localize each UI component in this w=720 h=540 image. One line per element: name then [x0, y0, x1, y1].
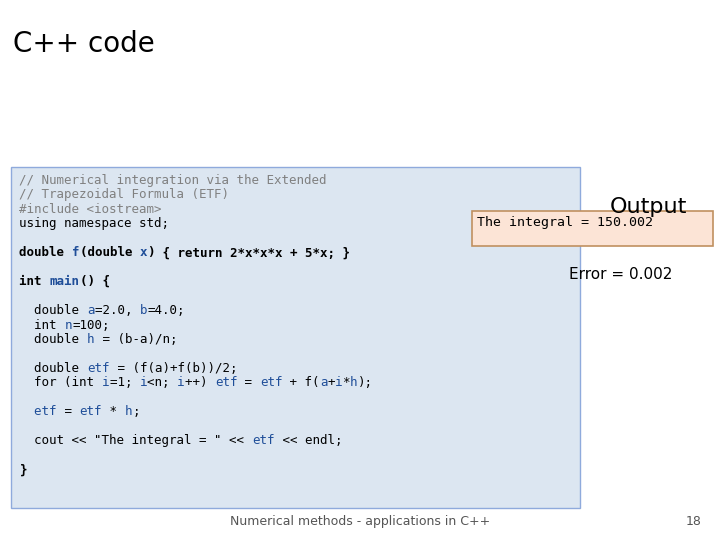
Text: =2.0,: =2.0,	[94, 304, 140, 317]
Text: i: i	[140, 376, 147, 389]
Text: Output: Output	[609, 197, 687, 217]
Text: etf: etf	[260, 376, 282, 389]
Text: double: double	[19, 362, 87, 375]
Text: Numerical methods - applications in C++: Numerical methods - applications in C++	[230, 515, 490, 528]
FancyBboxPatch shape	[472, 211, 713, 246]
Text: etf: etf	[252, 434, 275, 447]
Text: int: int	[19, 275, 50, 288]
Text: ;: ;	[132, 406, 140, 419]
Text: =: =	[57, 406, 79, 419]
Text: *: *	[102, 406, 125, 419]
Text: h: h	[125, 406, 132, 419]
Text: h: h	[87, 333, 94, 346]
Text: { return 2*x*x*x + 5*x; }: { return 2*x*x*x + 5*x; }	[155, 246, 350, 259]
Text: etf: etf	[87, 362, 109, 375]
Text: + f(: + f(	[282, 376, 320, 389]
Text: = (f(a)+f(b))/2;: = (f(a)+f(b))/2;	[109, 362, 237, 375]
Text: ): )	[147, 246, 155, 259]
FancyBboxPatch shape	[11, 167, 580, 508]
Text: x: x	[140, 246, 147, 259]
Text: );: );	[358, 376, 372, 389]
Text: *: *	[343, 376, 350, 389]
Text: double: double	[19, 304, 87, 317]
Text: <n;: <n;	[147, 376, 177, 389]
Text: double: double	[19, 333, 87, 346]
Text: i: i	[102, 376, 109, 389]
Text: a: a	[87, 304, 94, 317]
Text: =100;: =100;	[72, 319, 109, 332]
Text: double: double	[19, 246, 72, 259]
Text: for (int: for (int	[19, 376, 102, 389]
Text: main: main	[50, 275, 79, 288]
Text: etf: etf	[19, 406, 57, 419]
Text: (double: (double	[79, 246, 140, 259]
Text: // Numerical integration via the Extended: // Numerical integration via the Extende…	[19, 174, 327, 187]
Text: etf: etf	[79, 406, 102, 419]
Text: 18: 18	[686, 515, 702, 528]
Text: cout << "The integral = " <<: cout << "The integral = " <<	[19, 434, 252, 447]
Text: () {: () {	[79, 275, 109, 288]
Text: +: +	[328, 376, 335, 389]
Text: n: n	[65, 319, 72, 332]
Text: The integral = 150.002: The integral = 150.002	[477, 216, 653, 229]
Text: // Trapezoidal Formula (ETF): // Trapezoidal Formula (ETF)	[19, 188, 230, 201]
Text: }: }	[19, 463, 27, 476]
Text: =4.0;: =4.0;	[147, 304, 184, 317]
Text: Error = 0.002: Error = 0.002	[569, 267, 672, 282]
Text: h: h	[350, 376, 358, 389]
Text: b: b	[140, 304, 147, 317]
Text: = (b-a)/n;: = (b-a)/n;	[94, 333, 177, 346]
Text: C++ code: C++ code	[13, 30, 155, 58]
Text: ++): ++)	[185, 376, 215, 389]
Text: using namespace std;: using namespace std;	[19, 217, 169, 230]
Text: i: i	[177, 376, 185, 389]
Text: etf: etf	[215, 376, 238, 389]
Text: =1;: =1;	[109, 376, 140, 389]
Text: #include <iostream>: #include <iostream>	[19, 203, 162, 216]
Text: i: i	[335, 376, 343, 389]
Text: a: a	[320, 376, 328, 389]
Text: int: int	[19, 319, 65, 332]
Text: << endl;: << endl;	[275, 434, 343, 447]
Text: f: f	[72, 246, 79, 259]
Text: =: =	[238, 376, 260, 389]
